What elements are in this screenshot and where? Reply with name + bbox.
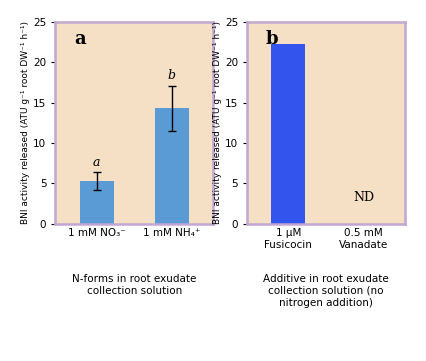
Text: Additive in root exudate
collection solution (no
nitrogen addition): Additive in root exudate collection solu… bbox=[263, 274, 389, 308]
Y-axis label: BNI activity released (ATU g⁻¹ root DW⁻¹ h⁻¹): BNI activity released (ATU g⁻¹ root DW⁻¹… bbox=[213, 21, 222, 224]
Bar bbox=[271, 44, 305, 224]
Text: b: b bbox=[168, 69, 176, 82]
Text: b: b bbox=[266, 30, 279, 48]
Text: N-forms in root exudate
collection solution: N-forms in root exudate collection solut… bbox=[72, 274, 196, 296]
Y-axis label: BNI activity released (ATU g⁻¹ root DW⁻¹ h⁻¹): BNI activity released (ATU g⁻¹ root DW⁻¹… bbox=[21, 21, 30, 224]
Bar bbox=[155, 108, 189, 224]
Text: a: a bbox=[93, 156, 101, 169]
Bar bbox=[80, 181, 114, 224]
Text: a: a bbox=[74, 30, 86, 48]
Text: ND: ND bbox=[353, 191, 374, 204]
